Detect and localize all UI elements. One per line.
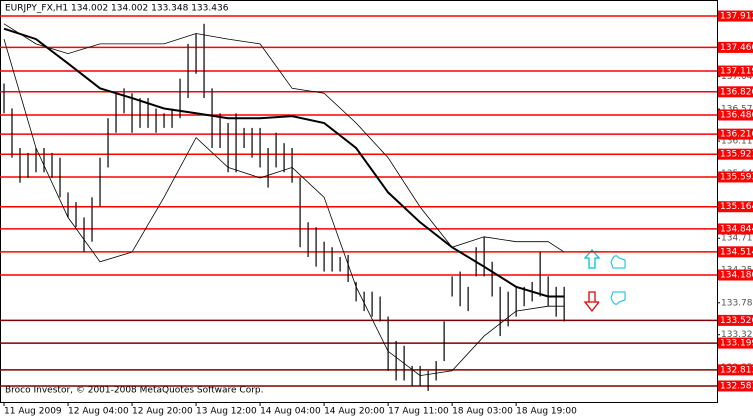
level-label: 137.912: [720, 12, 753, 22]
level-label: 133.199: [720, 339, 753, 349]
level-label: 135.921: [720, 150, 753, 160]
x-tick-label: 14 Aug 20:00: [324, 407, 385, 417]
x-tick-label: 14 Aug 04:00: [260, 407, 321, 417]
down-hand-icon: [610, 291, 626, 305]
level-label: 135.593: [720, 172, 753, 182]
x-tick-label: 12 Aug 20:00: [132, 407, 193, 417]
indicator-line: [3, 38, 565, 377]
y-tick-label: 137.040: [721, 72, 753, 82]
level-label-box: [718, 269, 753, 281]
level-label: 137.460: [720, 43, 753, 53]
level-label-box: [718, 364, 753, 376]
up-hand-icon: [610, 255, 626, 269]
chart-title: EURJPY_FX,H1 134.002 134.002 133.348 133…: [5, 4, 229, 14]
y-tick-label: 134.710: [721, 234, 753, 244]
indicator-line: [3, 23, 565, 253]
x-tick-label: 11 Aug 2009: [4, 407, 62, 417]
level-label-box: [718, 148, 753, 160]
level-label: 136.486: [720, 110, 753, 120]
level-label: 136.820: [720, 87, 753, 97]
level-label: 133.526: [720, 316, 753, 326]
level-label-box: [718, 109, 753, 121]
footer: Broco Investor, © 2001-2008 MetaQuotes S…: [5, 386, 264, 396]
x-tick-label: 18 Aug 03:00: [452, 407, 513, 417]
level-label: 136.210: [720, 130, 753, 140]
level-label: 137.119: [720, 67, 753, 77]
signal-icons: [583, 249, 626, 313]
level-label-box: [718, 337, 753, 349]
level-label-box: [718, 128, 753, 140]
level-label: 132.581: [720, 381, 753, 391]
level-label-box: [718, 10, 753, 22]
down-arrow: [583, 291, 600, 313]
level-label: 134.844: [720, 224, 753, 234]
y-tick-label: 133.780: [721, 298, 753, 308]
level-label: 135.164: [720, 202, 753, 212]
level-label-box: [718, 223, 753, 235]
x-tick-label: 12 Aug 04:00: [68, 407, 129, 417]
level-label-box: [718, 86, 753, 98]
plot-frame: [0, 0, 718, 403]
y-tick-label: 133.320: [721, 330, 753, 340]
level-label-box: [718, 201, 753, 213]
x-tick-label: 13 Aug 12:00: [196, 407, 257, 417]
level-label-box: [718, 65, 753, 77]
level-label-box: [718, 314, 753, 326]
level-label: 134.180: [720, 271, 753, 281]
x-tick-label: 17 Aug 11:00: [388, 407, 449, 417]
level-label-box: [718, 246, 753, 258]
level-label: 134.514: [720, 247, 753, 257]
indicator-line: [3, 27, 565, 298]
level-label-box: [718, 171, 753, 183]
level-label-box: [718, 380, 753, 392]
y-tick-label: 136.110: [721, 137, 753, 147]
level-label: 132.813: [720, 365, 753, 375]
x-tick-label: 18 Aug 19:00: [516, 407, 577, 417]
level-label-box: [718, 41, 753, 53]
